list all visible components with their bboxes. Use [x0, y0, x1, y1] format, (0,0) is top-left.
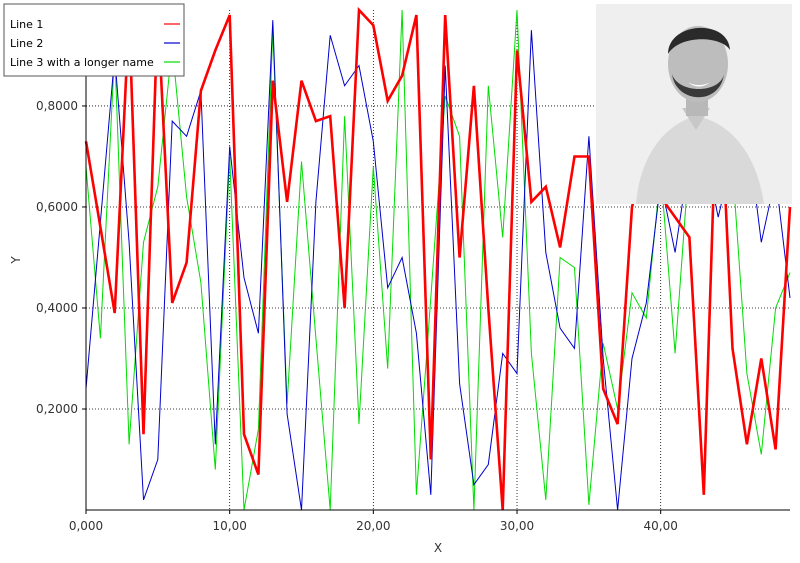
person-photo-icon	[596, 4, 792, 204]
y-tick-label: 0,6000	[36, 200, 78, 214]
series-line-3	[85, 9, 791, 511]
y-tick-label: 0,8000	[36, 99, 78, 113]
y-tick-label: 0,2000	[36, 402, 78, 416]
legend: Line 1 Line 2 Line 3 with a longer name	[3, 3, 185, 77]
y-tick-label: 0,4000	[36, 301, 78, 315]
legend-label-2: Line 2	[10, 37, 43, 50]
series-line-2	[85, 20, 791, 511]
x-tick-label: 20,00	[356, 519, 390, 533]
y-axis-label: Y	[9, 256, 23, 265]
legend-label-1: Line 1	[10, 18, 43, 31]
series-line-1	[84, 6, 792, 511]
profile-photo	[596, 4, 792, 204]
legend-label-3: Line 3 with a longer name	[10, 56, 154, 69]
x-tick-label: 10,00	[212, 519, 246, 533]
x-tick-label: 40,00	[644, 519, 678, 533]
legend-box	[3, 3, 185, 77]
x-tick-label: 0,000	[69, 519, 103, 533]
x-tick-label: 30,00	[500, 519, 534, 533]
x-axis-label: X	[434, 541, 442, 555]
